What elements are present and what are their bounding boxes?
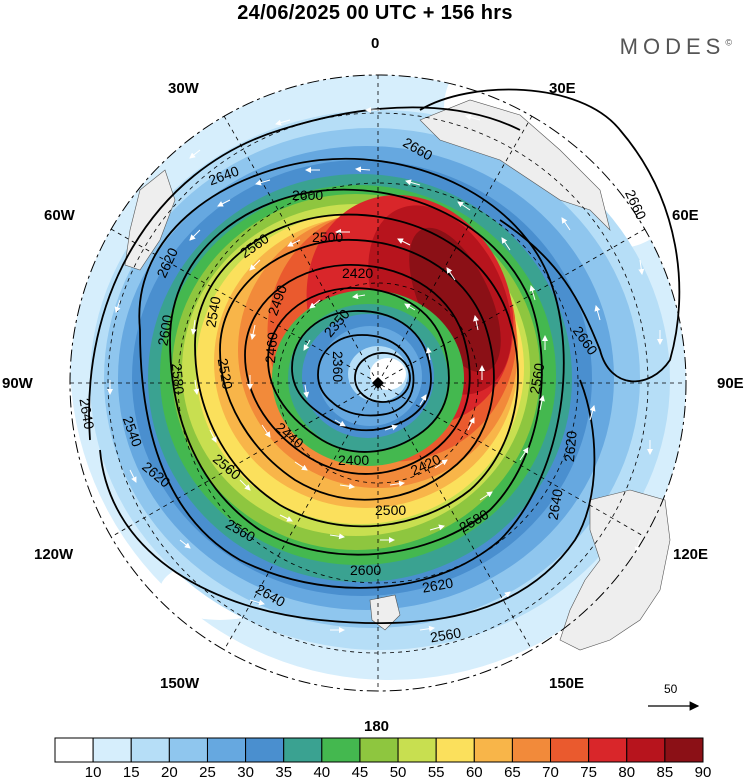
colorbar-tick-label: 15: [122, 764, 140, 781]
lon-label-30e: 30E: [549, 80, 576, 97]
colorbar-swatch: [54, 737, 94, 763]
contour-label: 2620: [561, 430, 580, 463]
lon-label-0: 0: [371, 35, 380, 52]
contour-label: 2500: [312, 229, 343, 245]
contour-label: 2460: [262, 331, 281, 364]
colorbar-tick-label: 50: [389, 764, 407, 781]
colorbar-tick-label: 25: [199, 764, 216, 781]
colorbar-swatch: [588, 737, 628, 763]
colorbar: [54, 737, 704, 763]
contour-label: 2500: [375, 502, 406, 518]
contour-label: 2640: [545, 488, 566, 522]
contour-label: 2360: [330, 351, 346, 382]
colorbar-swatch: [92, 737, 132, 763]
contour-label: 2400: [338, 452, 369, 468]
contour-label: 2620: [421, 574, 455, 595]
colorbar-tick-label: 80: [618, 764, 636, 781]
lon-label-90w: 90W: [2, 375, 33, 392]
lon-label-180: 180: [364, 718, 390, 735]
contour-label: 2600: [292, 187, 323, 203]
colorbar-swatch: [511, 737, 552, 763]
colorbar-swatch: [283, 737, 323, 763]
colorbar-tick-label: 35: [275, 764, 293, 781]
lon-label-60w: 60W: [44, 207, 75, 224]
brand-logo: MODES©: [620, 34, 732, 60]
lon-label-90e: 90E: [717, 375, 744, 392]
polar-map: 2660 2660 2640 2600 2620 2560 2500 2420 …: [69, 74, 700, 711]
colorbar-swatch: [168, 737, 208, 763]
colorbar-swatch: [245, 737, 285, 763]
colorbar-tick-label: 60: [465, 764, 483, 781]
colorbar-tick-label: 75: [580, 764, 597, 781]
lon-label-60e: 60E: [672, 207, 699, 224]
colorbar-swatch: [435, 737, 475, 763]
contour-label: 2580: [169, 363, 188, 396]
colorbar-swatch: [130, 737, 170, 763]
wind-speed-field: [70, 75, 686, 691]
map-boundary: [69, 74, 687, 692]
brand-mark: ©: [725, 37, 732, 48]
colorbar-swatch: [321, 737, 361, 763]
colorbar-swatch: [550, 737, 590, 763]
colorbar-tick-label: 20: [161, 764, 178, 781]
reference-vector-label: 50: [664, 682, 678, 696]
colorbar-swatch: [206, 737, 247, 763]
colorbar-tick-label: 65: [504, 764, 521, 781]
brand-name: MODES: [619, 34, 726, 59]
lon-label-150w: 150W: [160, 675, 200, 692]
contour-label: 2560: [526, 362, 547, 396]
colorbar-tick-label: 85: [656, 764, 674, 781]
colorbar-swatch: [359, 737, 399, 763]
colorbar-swatch: [473, 737, 513, 763]
colorbar-swatch: [397, 737, 437, 763]
contour-label: 2640: [76, 397, 97, 431]
lon-label-30w: 30W: [168, 80, 199, 97]
colorbar-tick-label: 45: [351, 764, 369, 781]
map-title: 24/06/2025 00 UTC + 156 hrs: [237, 2, 513, 24]
colorbar-swatch: [664, 737, 704, 763]
contour-label: 2560: [429, 624, 463, 645]
contour-label: 2600: [350, 562, 381, 578]
pole-marker: [372, 377, 384, 389]
contour-label: 2540: [202, 295, 223, 329]
colorbar-tick-label: 90: [694, 764, 712, 781]
contour-label: 2600: [154, 313, 175, 347]
colorbar-tick-label: 30: [237, 764, 254, 781]
contour-label: 2520: [215, 357, 236, 391]
colorbar-tick-label: 10: [84, 764, 102, 781]
colorbar-swatch: [626, 737, 666, 763]
lon-label-120e: 120E: [673, 546, 709, 563]
contour-label: 2420: [342, 265, 373, 281]
lon-label-120w: 120W: [34, 546, 74, 563]
lon-label-150e: 150E: [549, 675, 585, 692]
colorbar-tick-label: 40: [313, 764, 331, 781]
colorbar-tick-label: 70: [542, 764, 559, 781]
height-contours: [88, 88, 681, 625]
colorbar-tick-label: 55: [427, 764, 445, 781]
wind-vectors: [107, 107, 663, 633]
